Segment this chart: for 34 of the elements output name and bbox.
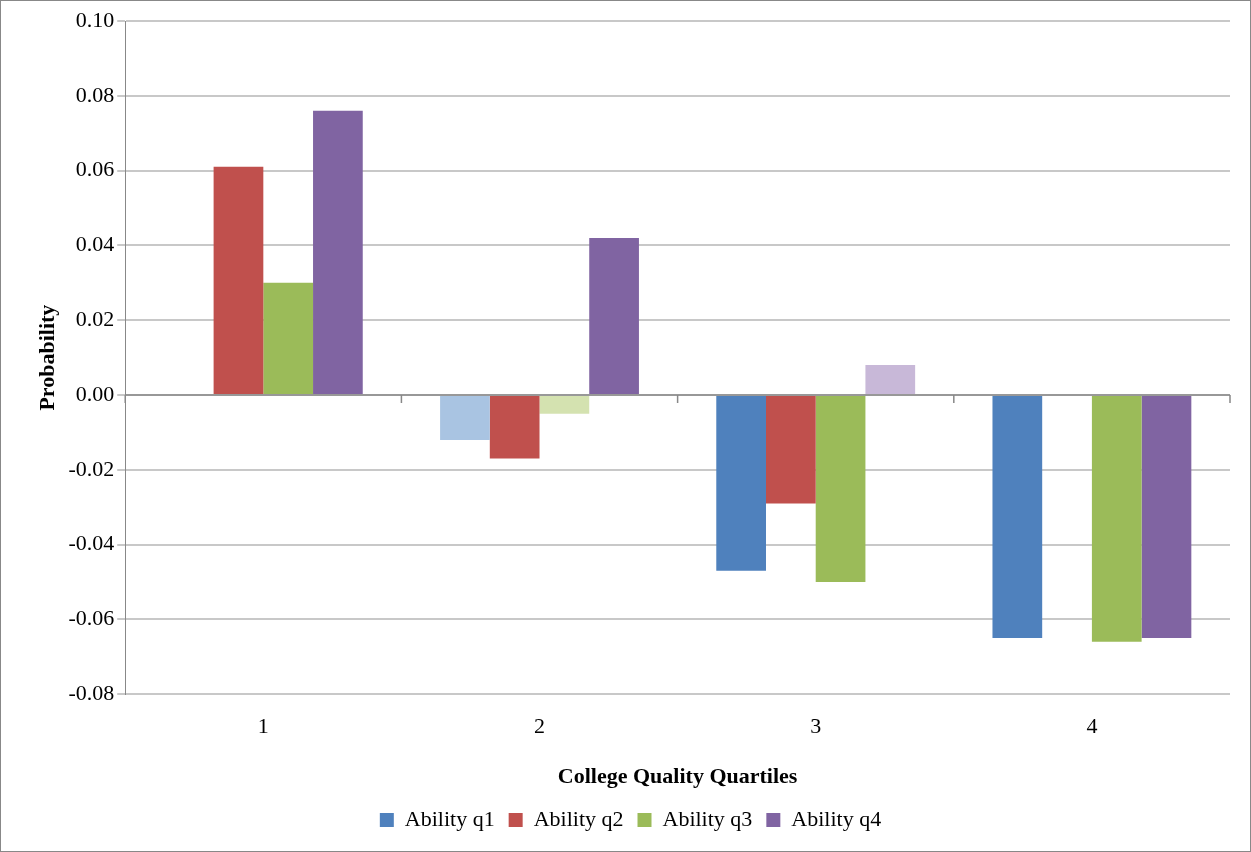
legend-label: Ability q4 bbox=[791, 805, 882, 831]
x-tick-label: 3 bbox=[810, 713, 822, 739]
x-axis-title: College Quality Quartiles bbox=[557, 763, 798, 789]
bar bbox=[1091, 396, 1142, 642]
bar bbox=[815, 396, 866, 582]
y-tick-label: 0.08 bbox=[75, 81, 115, 107]
bar bbox=[539, 396, 590, 414]
y-axis-title: Probability bbox=[33, 304, 59, 411]
y-tick-label: 0.06 bbox=[75, 156, 115, 182]
legend-label: Ability q1 bbox=[404, 805, 495, 831]
x-tick-label: 2 bbox=[534, 713, 546, 739]
bar bbox=[440, 396, 490, 440]
bar bbox=[489, 396, 540, 459]
legend-label: Ability q3 bbox=[662, 805, 753, 831]
bar bbox=[263, 282, 314, 394]
bar bbox=[213, 166, 264, 394]
y-tick-label: 0.02 bbox=[75, 305, 115, 331]
x-tick-label: 4 bbox=[1086, 713, 1098, 739]
bar bbox=[865, 365, 916, 394]
bar bbox=[313, 110, 363, 394]
y-tick-label: -0.04 bbox=[68, 530, 115, 556]
y-tick-label: -0.08 bbox=[68, 679, 115, 705]
y-tick-label: 0.00 bbox=[75, 380, 115, 406]
bar bbox=[716, 396, 766, 571]
bar bbox=[992, 396, 1043, 639]
y-tick-label: 0.10 bbox=[75, 6, 115, 32]
y-tick-label: 0.04 bbox=[75, 231, 115, 257]
bar bbox=[766, 396, 816, 504]
x-tick-label: 1 bbox=[257, 713, 269, 739]
legend-label: Ability q2 bbox=[533, 805, 624, 831]
y-tick-label: -0.02 bbox=[68, 455, 115, 481]
bar bbox=[1141, 396, 1192, 639]
bar bbox=[589, 237, 639, 394]
y-tick-label: -0.06 bbox=[68, 605, 115, 631]
